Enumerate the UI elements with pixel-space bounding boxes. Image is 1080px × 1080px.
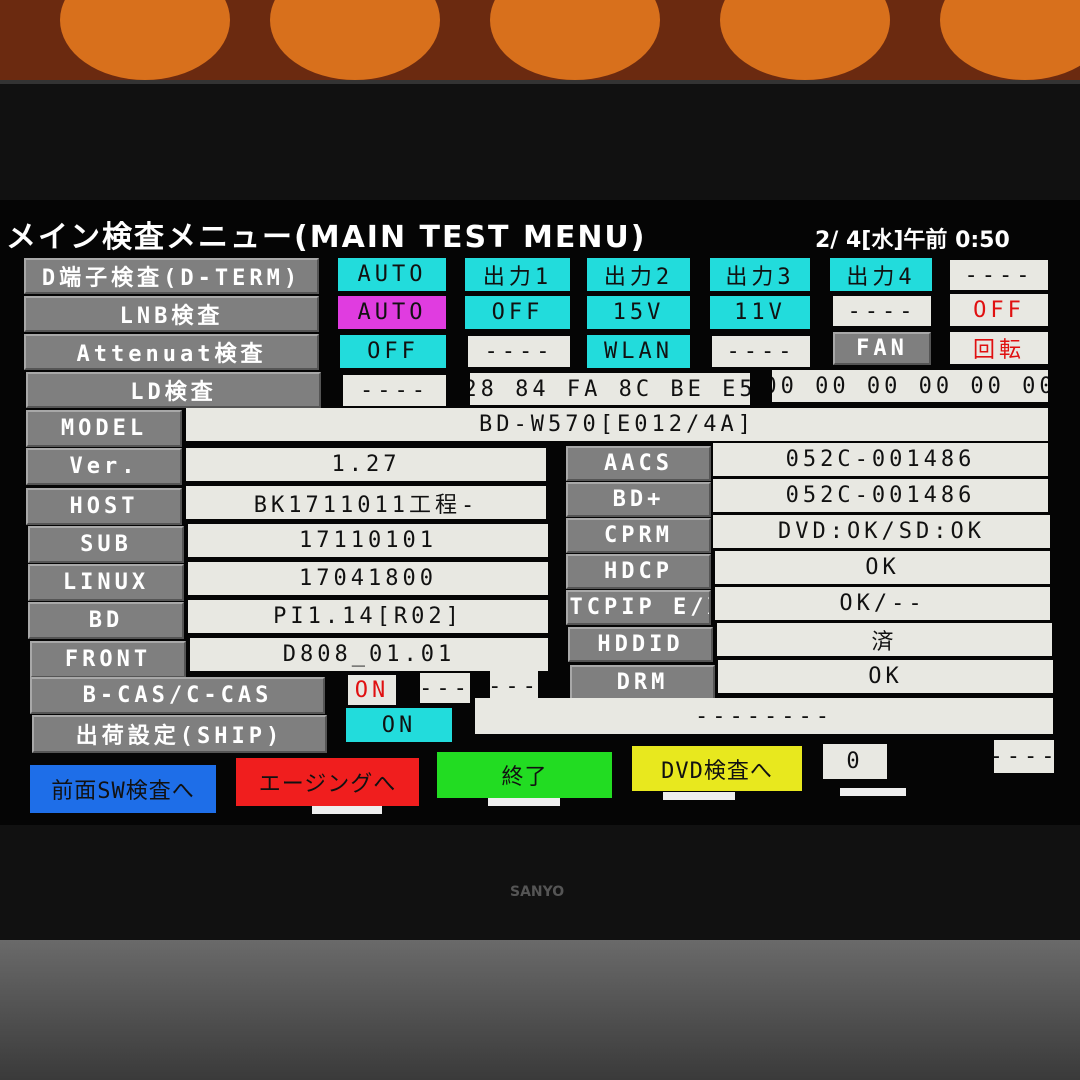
model-label: MODEL	[26, 410, 182, 447]
bdplus-value: 052C-001486	[713, 479, 1048, 512]
ship-on-button[interactable]: ON	[346, 708, 452, 742]
dterm-extra: ----	[950, 260, 1048, 290]
dterm-out4-button[interactable]: 出力4	[830, 258, 932, 291]
bd-value: PI1.14[R02]	[188, 600, 548, 633]
linux-label: LINUX	[28, 564, 184, 601]
ld-mac: 28 84 FA 8C BE E5	[470, 373, 750, 405]
model-value: BD-W570[E012/4A]	[186, 408, 1048, 441]
aacs-label: AACS	[566, 446, 711, 481]
drm-value: OK	[718, 660, 1053, 693]
hddid-value: 済	[717, 623, 1052, 656]
lnb-status: OFF	[950, 294, 1048, 326]
tv-brand-logo: SANYO	[510, 884, 565, 900]
atten-blank1: ----	[468, 336, 570, 367]
ld-blank: ----	[343, 375, 446, 406]
button-underline	[312, 806, 382, 814]
dterm-auto-button[interactable]: AUTO	[338, 258, 446, 291]
dvd-test-button[interactable]: DVD検査へ	[632, 746, 802, 791]
front-sw-test-button[interactable]: 前面SW検査へ	[30, 765, 216, 813]
sub-label: SUB	[28, 526, 184, 563]
ld-label: LD検査	[26, 372, 321, 408]
end-button[interactable]: 終了	[437, 752, 612, 798]
bcas-blank2: ---	[490, 671, 538, 701]
ship-label: 出荷設定(SHIP)	[32, 715, 327, 753]
lnb-blank: ----	[833, 296, 931, 326]
tv-base	[0, 940, 1080, 1080]
atten-blank2: ----	[712, 336, 810, 367]
lnb-label: LNB検査	[24, 296, 319, 332]
lnb-11v-button[interactable]: 11V	[710, 296, 810, 329]
aacs-value: 052C-001486	[713, 443, 1048, 476]
clock: 2/ 4[水]午前 0:50	[815, 228, 1010, 253]
dtcp-label: DTCPIP E/X	[566, 590, 711, 625]
linux-value: 17041800	[188, 562, 548, 595]
lnb-15v-button[interactable]: 15V	[587, 296, 690, 329]
dtcp-value: OK/--	[715, 587, 1050, 620]
count-value: 0	[823, 744, 887, 779]
dterm-out1-button[interactable]: 出力1	[465, 258, 570, 291]
lnb-auto-button[interactable]: AUTO	[338, 296, 446, 329]
fan-button[interactable]: FAN	[833, 332, 931, 365]
background-wall	[0, 0, 1080, 85]
hdcp-value: OK	[715, 551, 1050, 584]
host-label: HOST	[26, 488, 182, 525]
front-value: D808_01.01	[190, 638, 548, 671]
lnb-off-button[interactable]: OFF	[465, 296, 570, 329]
ver-value: 1.27	[186, 448, 546, 481]
bdplus-label: BD+	[566, 482, 711, 517]
bcas-blank1: ---	[420, 673, 470, 703]
bd-label: BD	[28, 602, 184, 639]
fan-status: 回転	[950, 332, 1048, 364]
ship-field: --------	[475, 698, 1053, 734]
cprm-label: CPRM	[566, 518, 711, 553]
dterm-out3-button[interactable]: 出力3	[710, 258, 810, 291]
atten-off-button[interactable]: OFF	[340, 335, 446, 368]
dterm-label: D端子検査(D-TERM)	[24, 258, 319, 294]
atten-label: Attenuat検査	[24, 334, 319, 370]
ld-zeros: 00 00 00 00 00 00	[772, 370, 1048, 402]
front-label: FRONT	[30, 641, 186, 678]
bcas-label: B-CAS/C-CAS	[30, 677, 325, 714]
button-underline	[840, 788, 906, 796]
aging-button[interactable]: エージングへ	[236, 758, 419, 806]
extra-value: ----	[994, 740, 1054, 773]
dterm-out2-button[interactable]: 出力2	[587, 258, 690, 291]
cprm-value: DVD:OK/SD:OK	[713, 515, 1050, 548]
bcas-on[interactable]: ON	[348, 675, 396, 705]
wlan-button[interactable]: WLAN	[587, 335, 690, 368]
host-value: BK1711011工程-	[186, 486, 546, 519]
button-underline	[488, 798, 560, 806]
drm-label: DRM	[570, 665, 715, 700]
hdcp-label: HDCP	[566, 554, 711, 589]
button-underline	[663, 792, 735, 800]
sub-value: 17110101	[188, 524, 548, 557]
page-title: メイン検査メニュー(MAIN TEST MENU)	[6, 220, 647, 255]
ver-label: Ver.	[26, 448, 182, 485]
hddid-label: HDDID	[568, 627, 713, 662]
